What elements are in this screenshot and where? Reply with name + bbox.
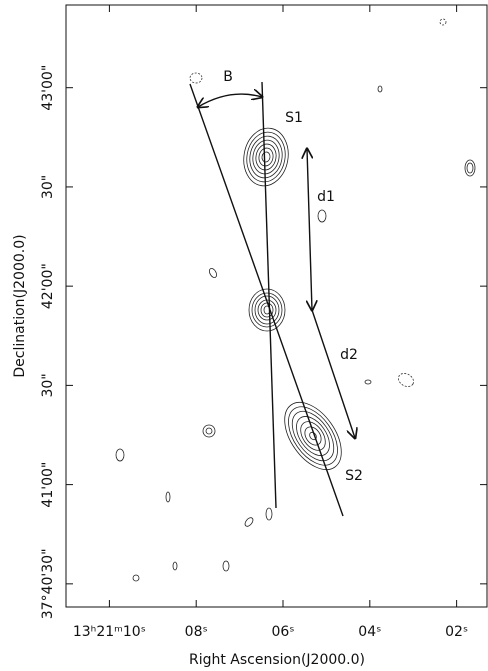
- annotation: B: [223, 69, 233, 85]
- y-tick-label: 42'00": [40, 263, 56, 309]
- y-tick-label: 30": [40, 175, 56, 199]
- y-axis-label: Declination(J2000.0): [12, 234, 28, 377]
- x-tick-label: 02ˢ: [445, 624, 468, 640]
- x-tick-label: 08ˢ: [185, 624, 208, 640]
- d2-arrow: [311, 309, 355, 438]
- y-tick-label: 43'00": [40, 65, 56, 111]
- annotation: S1: [285, 110, 303, 126]
- x-tick-label: 04ˢ: [358, 624, 381, 640]
- axis-line-s2: [189, 83, 344, 517]
- annotation: d2: [340, 347, 358, 363]
- plot-frame: [65, 4, 488, 608]
- angle-arrow: [198, 94, 262, 107]
- contours: [115, 18, 476, 582]
- annotation: S2: [345, 468, 363, 484]
- y-tick-label: 37°40'30": [40, 548, 56, 619]
- x-tick-label: 13ʰ21ᵐ10ˢ: [73, 624, 146, 640]
- x-tick-label: 06ˢ: [271, 624, 294, 640]
- y-tick-label: 41'00": [40, 462, 56, 508]
- d1-arrow: [307, 149, 312, 310]
- axis-line-s1: [261, 81, 277, 509]
- annotation: d1: [317, 189, 335, 205]
- x-axis-label: Right Ascension(J2000.0): [189, 652, 365, 668]
- y-tick-label: 30": [40, 373, 56, 397]
